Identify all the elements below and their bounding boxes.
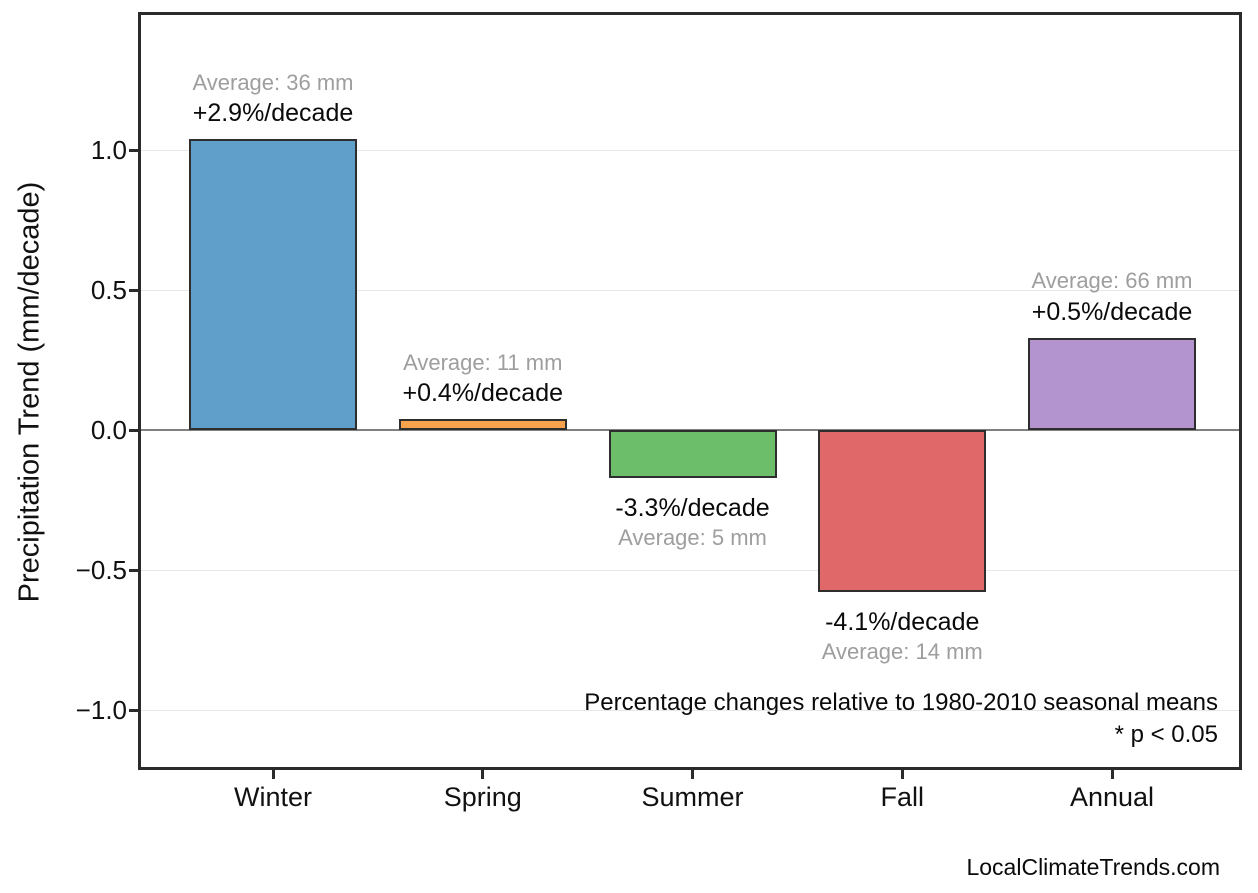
bar-annotation-spring: Average: 11 mm +0.4%/decade [323, 349, 643, 409]
y-tick-label-1: 1.0 [90, 135, 127, 165]
bar-annotation-summer: -3.3%/decade Average: 5 mm [533, 492, 853, 552]
y-tick-mark [129, 709, 138, 712]
bar-annotation-winter: Average: 36 mm +2.9%/decade [113, 69, 433, 129]
percent-change-label: +0.5%/decade [1031, 297, 1193, 326]
bar-annual [1028, 337, 1196, 430]
x-tick-label-fall: Fall [880, 782, 924, 812]
average-label: Average: 11 mm [403, 349, 563, 375]
gridline--1 [141, 709, 1239, 711]
y-tick-mark [129, 569, 138, 572]
gridline-0.5 [141, 289, 1239, 291]
y-tick-mark [129, 429, 138, 432]
x-tick-label-spring: Spring [443, 782, 522, 812]
plot-area: Average: 36 mm +2.9%/decade Average: 11 mm… [138, 12, 1242, 770]
y-axis-title: Precipitation Trend (mm/decade) [13, 181, 46, 603]
gridline--0.5 [141, 569, 1239, 571]
gridline-1 [141, 149, 1239, 151]
average-label: Average: 14 mm [821, 639, 983, 665]
y-tick-label-0.5: 0.5 [90, 275, 127, 305]
footnote-percentage-note: Percentage changes relative to 1980-2010… [584, 689, 1218, 716]
y-tick-label--0.5: −0.5 [75, 555, 127, 585]
percent-change-label: +0.4%/decade [402, 378, 564, 407]
average-label: Average: 36 mm [192, 69, 354, 95]
x-tick-mark [1110, 770, 1114, 779]
y-tick-mark [129, 289, 138, 292]
watermark: LocalClimateTrends.com [966, 854, 1220, 880]
bar-summer [608, 430, 777, 478]
bar-fall [818, 430, 987, 593]
average-label: Average: 66 mm [1031, 268, 1193, 294]
bar-annotation-annual: Average: 66 mm +0.5%/decade [952, 267, 1258, 327]
y-tick-label-0: 0.0 [90, 415, 127, 445]
x-tick-mark [900, 770, 904, 779]
bar-spring [398, 418, 567, 430]
x-tick-mark [271, 770, 275, 779]
percent-change-label: +2.9%/decade [192, 98, 354, 127]
x-tick-label-winter: Winter [233, 782, 312, 812]
x-tick-mark [691, 770, 694, 779]
x-tick-label-summer: Summer [641, 782, 744, 812]
percent-change-label: -3.3%/decade [615, 493, 770, 522]
x-tick-mark [481, 770, 485, 779]
y-tick-mark [129, 149, 138, 152]
y-tick-label--1: −1.0 [75, 695, 127, 725]
bar-winter [189, 138, 357, 430]
bar-annotation-fall: -4.1%/decade Average: 14 mm [742, 606, 1062, 666]
average-label: Average: 5 mm [618, 524, 767, 550]
footnote-significance-note: * p < 0.05 [1114, 721, 1218, 748]
percent-change-label: -4.1%/decade [825, 608, 980, 637]
x-tick-label-annual: Annual [1069, 782, 1155, 812]
